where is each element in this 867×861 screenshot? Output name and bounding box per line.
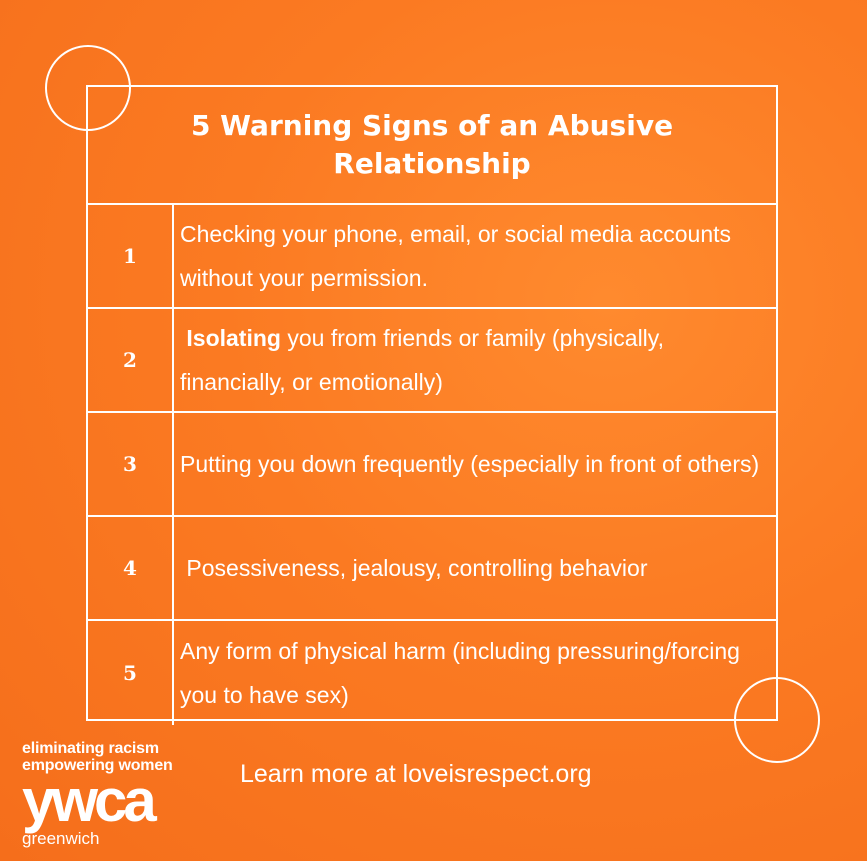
sign-number: 3 [88, 413, 174, 515]
sign-text: Any form of physical harm (including pre… [180, 621, 768, 725]
sign-body-text: Checking your phone, email, or social me… [180, 221, 732, 291]
sign-number: 5 [88, 621, 174, 725]
sign-row-4: 4 Posessiveness, jealousy, controlling b… [88, 517, 776, 621]
sign-body-text: Putting you down frequently (especially … [180, 451, 760, 477]
sign-bold-text: Isolating [180, 325, 281, 351]
ywca-brand: eliminating racism empowering women ywca… [22, 740, 222, 850]
sign-body-text: Posessiveness, jealousy, controlling beh… [180, 555, 648, 581]
page-title: 5 Warning Signs of an Abusive Relationsh… [190, 109, 674, 180]
decorative-circle-bottom-right [734, 677, 820, 763]
ywca-logo: ywca [22, 767, 157, 834]
sign-row-2: 2 Isolating you from friends or family (… [88, 309, 776, 413]
sign-text: Posessiveness, jealousy, controlling beh… [180, 517, 768, 619]
brand-tagline-2: empowering women [22, 757, 173, 774]
sign-body-text: Any form of physical harm (including pre… [180, 638, 740, 708]
sign-number: 4 [88, 517, 174, 619]
sign-text: Isolating you from friends or family (ph… [180, 309, 768, 411]
sign-number: 2 [88, 309, 174, 411]
brand-city: greenwich [22, 829, 100, 848]
sign-row-5: 5 Any form of physical harm (including p… [88, 621, 776, 725]
signs-list: 1 Checking your phone, email, or social … [88, 205, 776, 725]
brand-tagline-1: eliminating racism [22, 740, 159, 757]
sign-body-text: you from friends or family (physically, … [180, 325, 664, 395]
title-cell: 5 Warning Signs of an Abusive Relationsh… [88, 87, 776, 205]
sign-row-3: 3 Putting you down frequently (especiall… [88, 413, 776, 517]
learn-more-link[interactable]: Learn more at loveisrespect.org [240, 760, 592, 788]
sign-text: Checking your phone, email, or social me… [180, 205, 768, 307]
sign-text: Putting you down frequently (especially … [180, 413, 768, 515]
decorative-circle-top-left [45, 45, 131, 131]
warning-signs-table: 5 Warning Signs of an Abusive Relationsh… [86, 85, 778, 725]
sign-number: 1 [88, 205, 174, 307]
sign-row-1: 1 Checking your phone, email, or social … [88, 205, 776, 309]
